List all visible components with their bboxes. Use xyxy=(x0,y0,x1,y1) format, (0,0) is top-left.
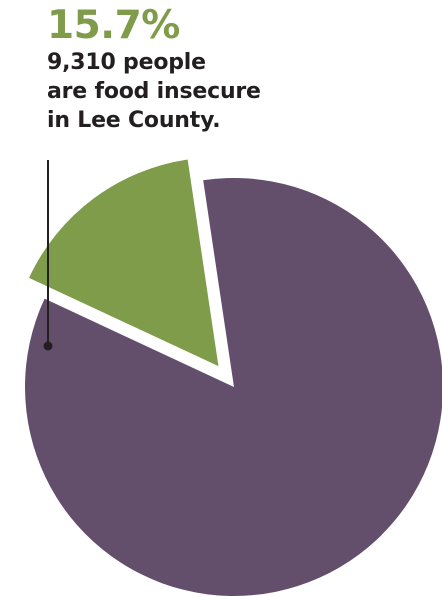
pie-slice-food-insecure xyxy=(29,159,219,367)
callout-line-3: in Lee County. xyxy=(47,108,221,133)
leader-dot xyxy=(43,341,53,351)
pie-slice-remainder xyxy=(25,178,442,596)
callout: 15.7% 9,310 people are food insecure in … xyxy=(47,4,367,135)
callout-percent: 15.7% xyxy=(47,3,180,48)
callout-line-1: 9,310 people xyxy=(47,50,206,75)
callout-line-2: are food insecure xyxy=(47,79,261,104)
